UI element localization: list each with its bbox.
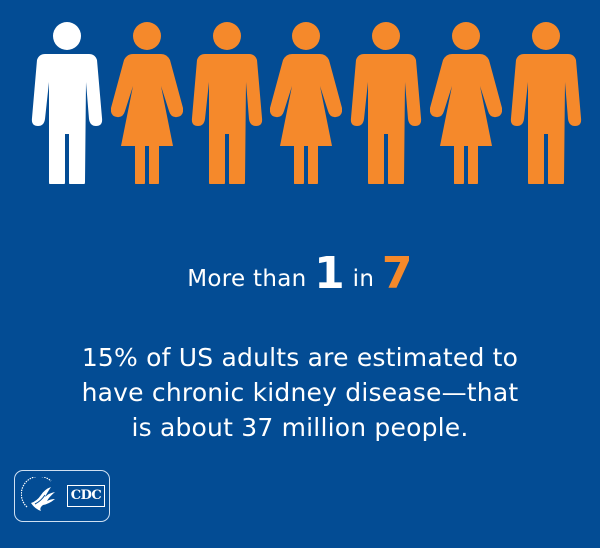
person-woman-icon bbox=[111, 22, 183, 184]
body-line-2: have chronic kidney disease—that bbox=[81, 378, 519, 407]
person-man-icon bbox=[510, 22, 582, 184]
headline-denominator: 7 bbox=[381, 248, 413, 299]
hhs-eagle-icon bbox=[21, 477, 55, 511]
people-icon-row bbox=[0, 0, 600, 200]
person-man-icon bbox=[350, 22, 422, 184]
body-text: 15% of US adults are estimated to have c… bbox=[40, 340, 560, 445]
cdc-label: CDC bbox=[67, 485, 105, 507]
person-woman-icon bbox=[430, 22, 502, 184]
headline-numerator: 1 bbox=[314, 248, 346, 299]
person-man-icon bbox=[191, 22, 263, 184]
body-line-3: is about 37 million people. bbox=[131, 413, 469, 442]
headline-prefix: More than bbox=[187, 266, 315, 292]
headline-middle: in bbox=[345, 266, 382, 292]
person-woman-icon bbox=[270, 22, 342, 184]
body-line-1: 15% of US adults are estimated to bbox=[81, 343, 519, 372]
person-man-icon bbox=[31, 22, 103, 184]
headline: More than 1 in 7 bbox=[0, 248, 600, 299]
cdc-logo: CDC bbox=[14, 470, 110, 522]
